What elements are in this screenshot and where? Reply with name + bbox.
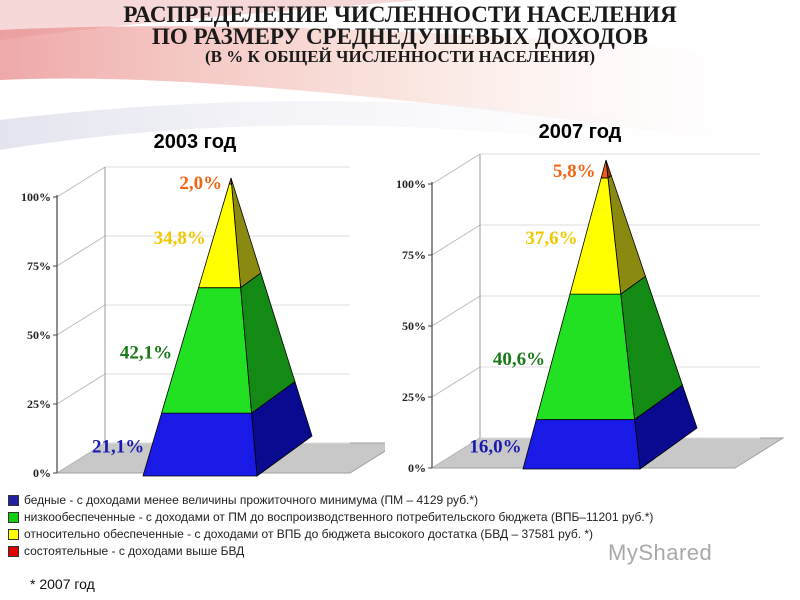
gridline <box>431 366 481 398</box>
gridline <box>56 442 106 474</box>
y-tick-label: 25% <box>402 390 426 404</box>
legend-swatch <box>8 512 19 523</box>
data-label-wealthy: 5,8% <box>553 161 596 182</box>
legend: бедные - с доходами менее величины прожи… <box>8 493 798 561</box>
footnote: * 2007 год <box>30 576 95 592</box>
gridline <box>431 224 481 256</box>
page-title: РАСПРЕДЕЛЕНИЕ ЧИСЛЕННОСТИ НАСЕЛЕНИЯ <box>123 2 677 27</box>
y-tick-label: 100% <box>396 177 426 191</box>
y-tick-label: 25% <box>27 397 51 411</box>
gridline <box>56 235 106 267</box>
y-tick-label: 50% <box>402 319 426 333</box>
y-tick-label: 50% <box>27 328 51 342</box>
data-label-wealthy: 2,0% <box>179 173 222 194</box>
legend-swatch <box>8 495 19 506</box>
pyramid-segment-wealthy <box>228 177 232 185</box>
data-label-poor: 16,0% <box>469 436 521 457</box>
y-tick-label: 0% <box>33 466 51 480</box>
legend-label: состоятельные - с доходами выше БВД <box>24 544 245 558</box>
data-label-poor: 21,1% <box>92 437 144 458</box>
gridline <box>431 153 481 185</box>
gridline <box>56 166 106 198</box>
legend-swatch <box>8 546 19 557</box>
y-tick-label: 75% <box>27 259 51 273</box>
data-label-middle: 37,6% <box>525 228 577 249</box>
pyramid-segment-wealthy <box>600 159 609 179</box>
legend-label: бедные - с доходами менее величины прожи… <box>24 493 479 507</box>
legend-label: относительно обеспеченные - с доходами о… <box>24 527 594 541</box>
legend-item-middle: относительно обеспеченные - с доходами о… <box>8 527 798 544</box>
legend-item-low-income: низкообеспеченные - с доходами от ПМ до … <box>8 510 798 527</box>
data-label-low-income: 40,6% <box>493 349 545 370</box>
gridline <box>56 304 106 336</box>
y-tick-label: 0% <box>408 461 426 475</box>
pyramid-segment-poor <box>522 419 641 470</box>
legend-swatch <box>8 529 19 540</box>
chart-title: 2007 год <box>539 121 622 143</box>
watermark-logo: MyShared <box>608 540 713 565</box>
gridline <box>431 437 481 469</box>
gridline <box>431 295 481 327</box>
y-tick-label: 75% <box>402 248 426 262</box>
gridline <box>56 373 106 405</box>
data-label-low-income: 42,1% <box>120 342 172 363</box>
legend-item-poor: бедные - с доходами менее величины прожи… <box>8 493 798 510</box>
page-subtitle: (В % К ОБЩЕЙ ЧИСЛЕННОСТИ НАСЕЛЕНИЯ) <box>205 47 595 66</box>
y-tick-label: 100% <box>21 190 51 204</box>
chart-title: 2003 год <box>154 131 237 153</box>
page-title-line2: ПО РАЗМЕРУ СРЕДНЕДУШЕВЫХ ДОХОДОВ <box>151 24 649 49</box>
legend-item-wealthy: состоятельные - с доходами выше БВД <box>8 544 798 561</box>
legend-label: низкообеспеченные - с доходами от ПМ до … <box>24 510 654 524</box>
data-label-middle: 34,8% <box>154 228 206 249</box>
